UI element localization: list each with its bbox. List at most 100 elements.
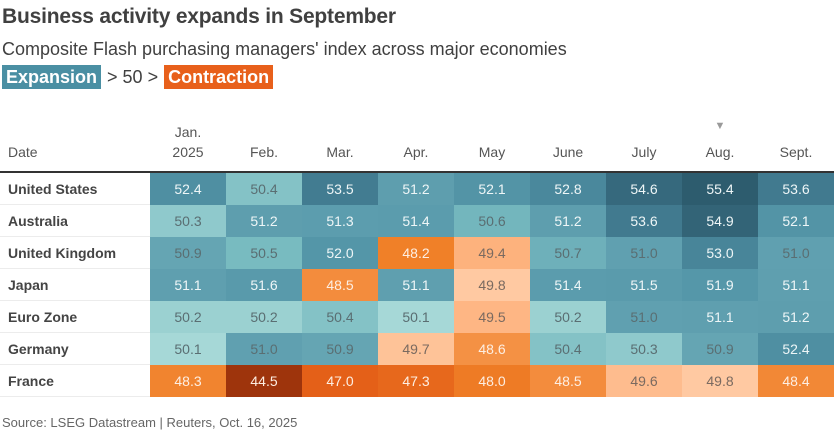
heatmap-cell: 50.1	[150, 332, 226, 365]
column-header: Jan. 2025	[150, 118, 226, 172]
country-label: Euro Zone	[0, 300, 150, 333]
heatmap-cell: 47.0	[302, 364, 378, 397]
chart-subtitle: Composite Flash purchasing managers' ind…	[2, 39, 567, 59]
table-row: Germany 50.1 51.0 50.9 49.7 48.6 50.4 50.3 50.9 5…	[0, 332, 834, 365]
country-label: Germany	[0, 332, 150, 365]
country-label: United States	[0, 172, 150, 205]
heatmap-cell: 51.2	[378, 172, 454, 205]
pmi-heatmap-table: Date Jan. 2025 Feb. Mar. Apr. May June July Aug.…	[0, 118, 834, 397]
column-header-label: Aug.	[705, 144, 735, 160]
heatmap-cell: 50.4	[530, 332, 606, 365]
heatmap-cell: 51.2	[758, 300, 834, 333]
column-header: June	[530, 118, 606, 172]
heatmap-cell: 51.2	[226, 204, 302, 237]
heatmap-cell: 52.1	[454, 172, 530, 205]
column-header-label: Mar.	[326, 144, 354, 160]
column-header-date: Date	[8, 144, 38, 160]
heatmap-cell: 53.6	[606, 204, 682, 237]
table-row: Euro Zone 50.2 50.2 50.4 50.1 49.5 50.2 51.0 51.…	[0, 300, 834, 333]
heatmap-cell: 49.4	[454, 236, 530, 269]
heatmap-cell: 50.2	[226, 300, 302, 333]
heatmap-cell: 52.8	[530, 172, 606, 205]
heatmap-cell: 50.9	[302, 332, 378, 365]
heatmap-cell: 49.5	[454, 300, 530, 333]
heatmap-cell: 48.0	[454, 364, 530, 397]
heatmap-cell: 52.0	[302, 236, 378, 269]
heatmap-cell: 51.4	[530, 268, 606, 301]
heatmap-cell: 51.3	[302, 204, 378, 237]
heatmap-cell: 51.1	[682, 300, 758, 333]
heatmap-cell: 48.6	[454, 332, 530, 365]
chart-title: Business activity expands in September	[2, 5, 396, 28]
column-header-label: July	[631, 144, 657, 160]
heatmap-cell: 50.5	[226, 236, 302, 269]
heatmap-cell: 49.6	[606, 364, 682, 397]
country-label: Japan	[0, 268, 150, 301]
column-header: May	[454, 118, 530, 172]
table-row: Australia 50.3 51.2 51.3 51.4 50.6 51.2 53.6 54.…	[0, 204, 834, 237]
legend-expansion: Expansion	[2, 65, 102, 89]
legend-threshold-text: > 50 >	[107, 66, 159, 87]
heatmap-cell: 44.5	[226, 364, 302, 397]
column-header-label: Apr.	[403, 144, 429, 160]
heatmap-cell: 47.3	[378, 364, 454, 397]
heatmap-cell: 55.4	[682, 172, 758, 205]
heatmap-cell: 53.0	[682, 236, 758, 269]
heatmap-cell: 51.1	[378, 268, 454, 301]
heatmap-cell: 50.4	[226, 172, 302, 205]
heatmap-cell: 53.6	[758, 172, 834, 205]
source-note: Source: LSEG Datastream | Reuters, Oct. …	[2, 415, 298, 430]
triangle-down-icon: ▼	[714, 120, 726, 132]
legend-contraction: Contraction	[164, 65, 274, 89]
heatmap-cell: 50.3	[606, 332, 682, 365]
heatmap-cell: 51.2	[530, 204, 606, 237]
heatmap-cell: 48.5	[302, 268, 378, 301]
heatmap-cell: 51.5	[606, 268, 682, 301]
column-header: Apr.	[378, 118, 454, 172]
column-header: Sept.	[758, 118, 834, 172]
heatmap-cell: 51.1	[758, 268, 834, 301]
heatmap-cell: 50.6	[454, 204, 530, 237]
heatmap-cell: 49.8	[454, 268, 530, 301]
country-label: Australia	[0, 204, 150, 237]
table-row: France 48.3 44.5 47.0 47.3 48.0 48.5 49.6 49.8 48…	[0, 364, 834, 397]
heatmap-cell: 52.1	[758, 204, 834, 237]
heatmap-cell: 50.2	[150, 300, 226, 333]
heatmap-cell: 51.4	[378, 204, 454, 237]
heatmap-cell: 52.4	[758, 332, 834, 365]
heatmap-cell: 53.5	[302, 172, 378, 205]
heatmap-cell: 50.9	[150, 236, 226, 269]
column-header: July	[606, 118, 682, 172]
header-row: Date Jan. 2025 Feb. Mar. Apr. May June July Aug.…	[0, 118, 834, 172]
heatmap-cell: 51.0	[226, 332, 302, 365]
heatmap-cell: 50.3	[150, 204, 226, 237]
column-header-label: Feb.	[249, 144, 278, 160]
heatmap-cell: 49.8	[682, 364, 758, 397]
heatmap-cell: 51.6	[226, 268, 302, 301]
column-header: Aug. ▼	[682, 118, 758, 172]
color-legend: Expansion > 50 > Contraction	[2, 64, 274, 90]
heatmap-cell: 51.0	[758, 236, 834, 269]
column-header-line1: Jan.	[174, 124, 202, 140]
heatmap-cell: 50.1	[378, 300, 454, 333]
table-row: United Kingdom 50.9 50.5 52.0 48.2 49.4 50.7 51…	[0, 236, 834, 269]
heatmap-cell: 50.2	[530, 300, 606, 333]
heatmap-cell: 52.4	[150, 172, 226, 205]
heatmap-cell: 51.0	[606, 300, 682, 333]
column-header-label: June	[552, 144, 584, 160]
table-row: Japan 51.1 51.6 48.5 51.1 49.8 51.4 51.5 51.9 51.…	[0, 268, 834, 301]
heatmap-cell: 48.2	[378, 236, 454, 269]
column-header: Mar.	[302, 118, 378, 172]
heatmap-cell: 51.0	[606, 236, 682, 269]
column-header-label: May	[478, 144, 506, 160]
heatmap-cell: 49.7	[378, 332, 454, 365]
country-label: France	[0, 364, 150, 397]
heatmap-cell: 51.1	[150, 268, 226, 301]
column-header-label: Sept.	[779, 144, 813, 160]
heatmap-cell: 54.6	[606, 172, 682, 205]
heatmap-cell: 51.9	[682, 268, 758, 301]
heatmap-cell: 54.9	[682, 204, 758, 237]
heatmap-cell: 48.5	[530, 364, 606, 397]
heatmap-cell: 48.3	[150, 364, 226, 397]
table-row: United States 52.4 50.4 53.5 51.2 52.1 52.8 54.…	[0, 172, 834, 205]
